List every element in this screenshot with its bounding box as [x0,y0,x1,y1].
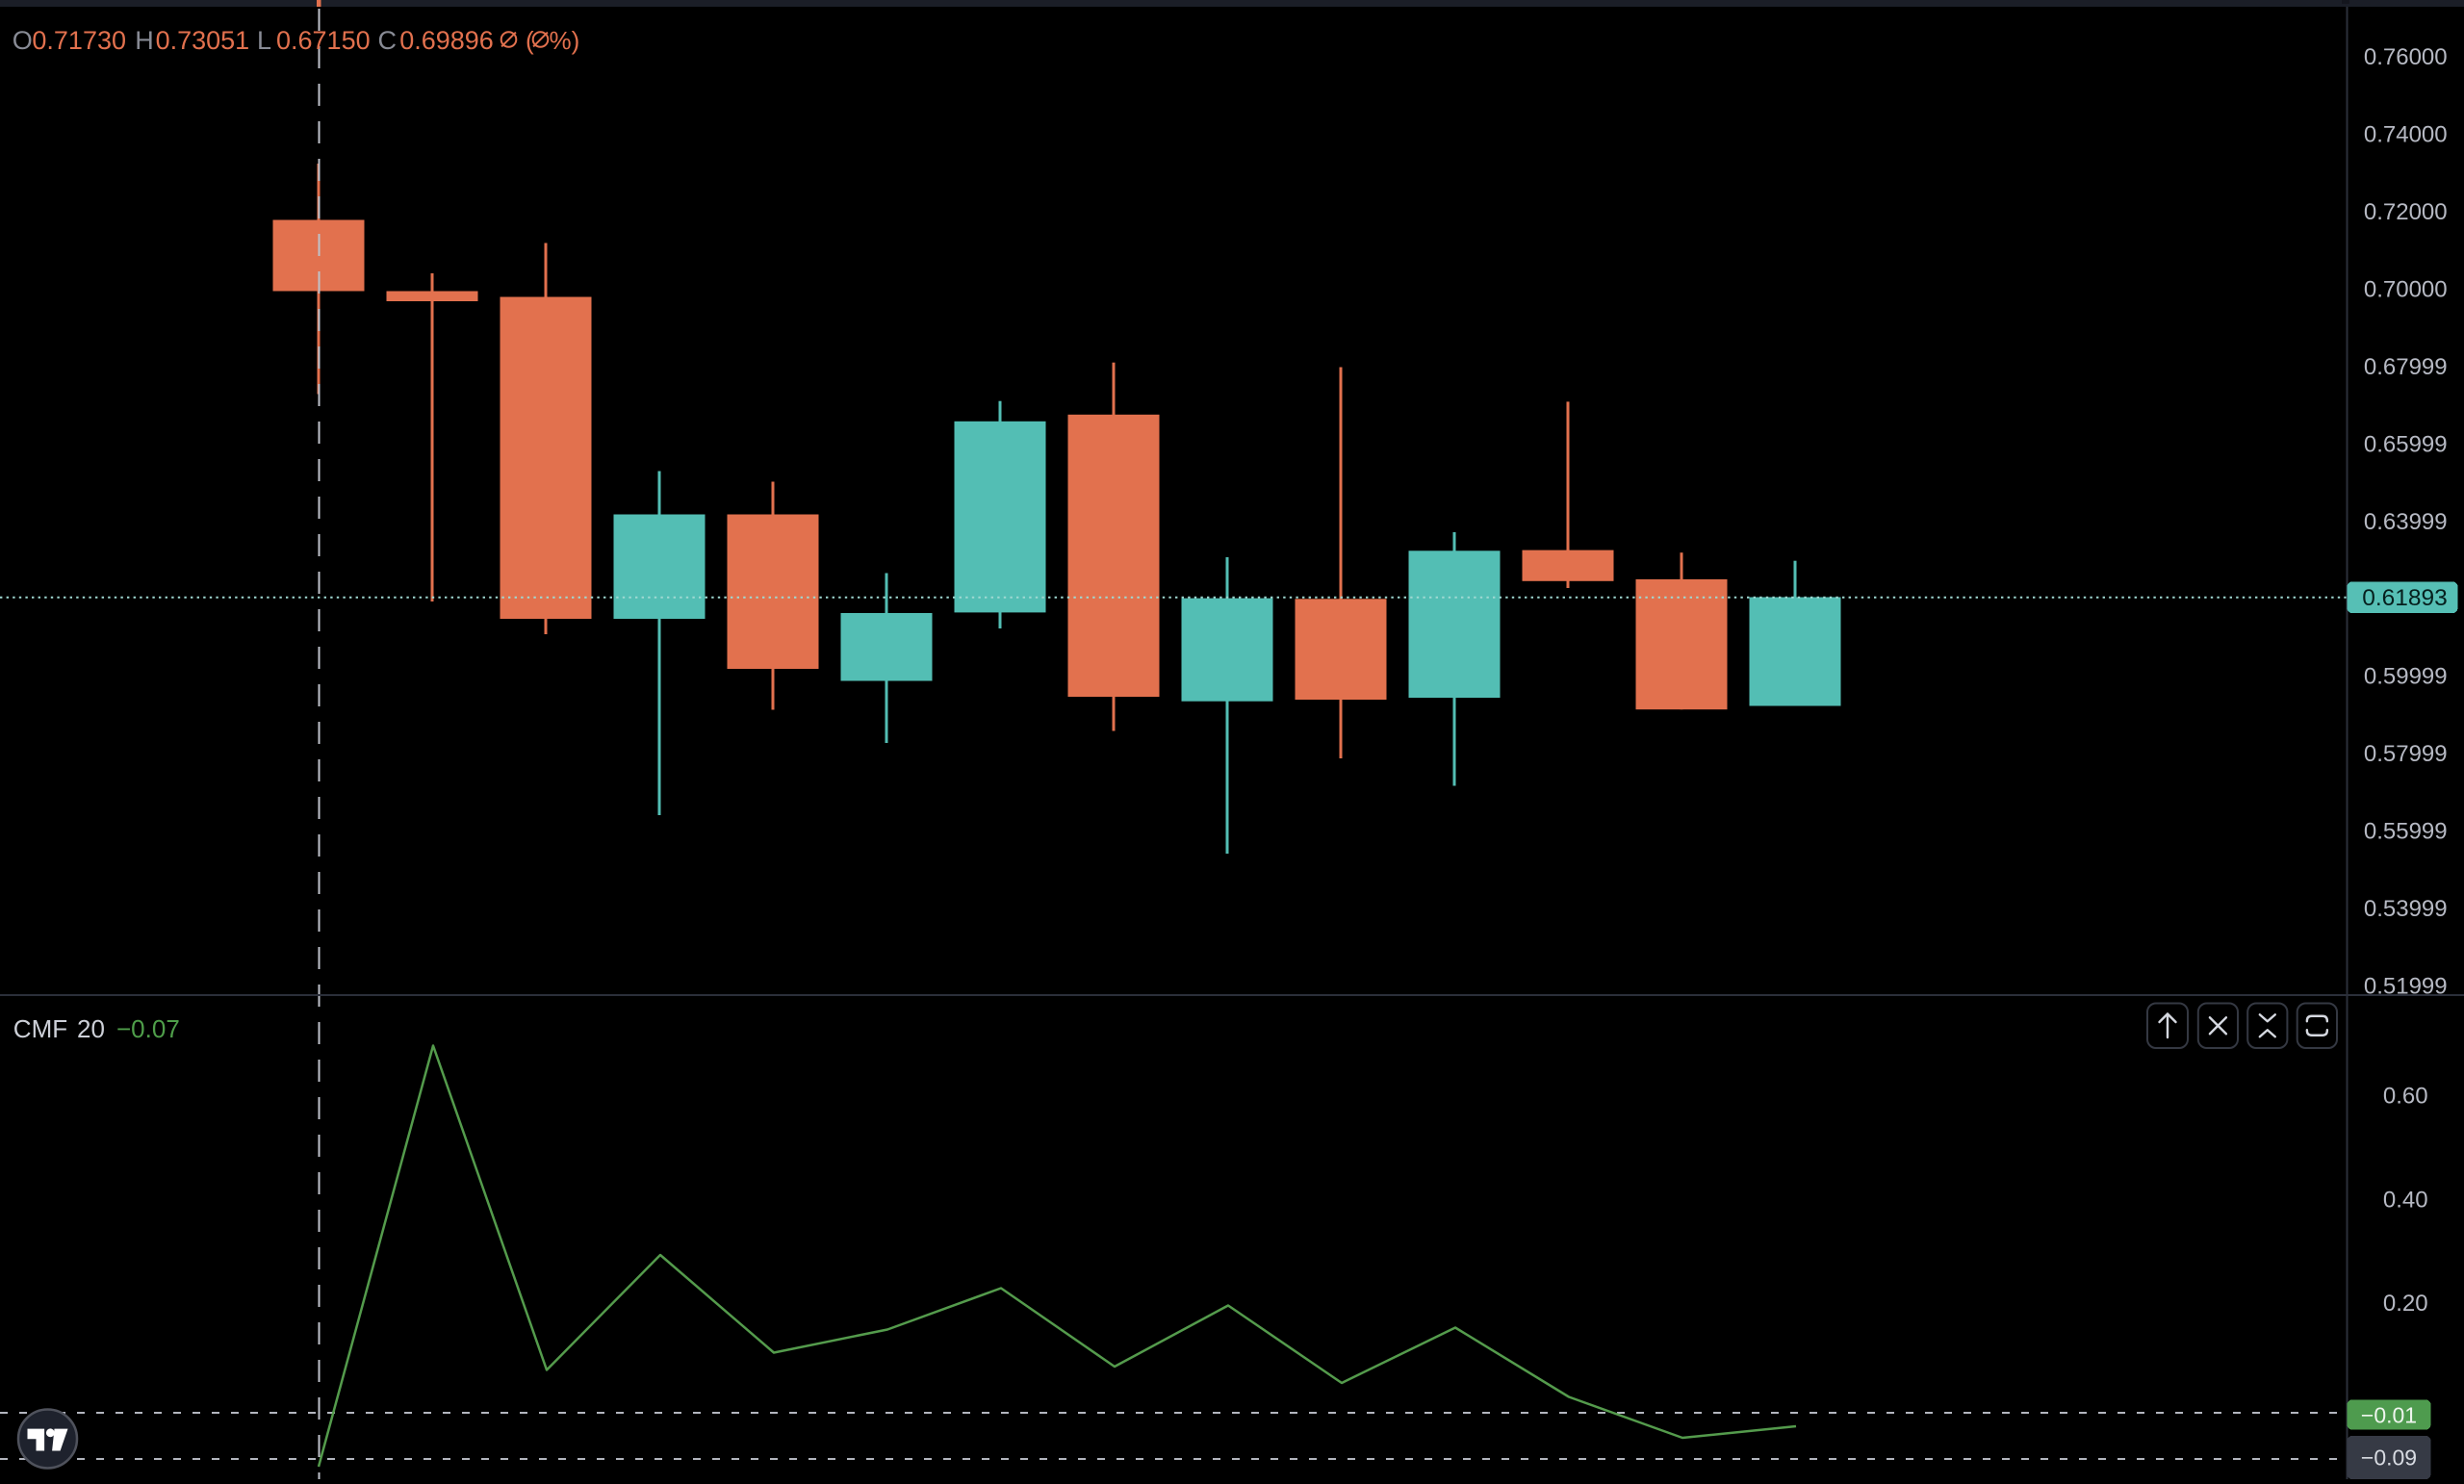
svg-text:0.57999: 0.57999 [2364,741,2448,767]
svg-text:0.53999: 0.53999 [2364,896,2448,922]
svg-text:C: C [378,26,398,55]
svg-text:0.71730: 0.71730 [32,26,126,55]
svg-text:0.61893: 0.61893 [2362,585,2448,611]
svg-text:%): %) [550,26,580,55]
svg-text:0.59999: 0.59999 [2364,664,2448,690]
svg-text:0.73051: 0.73051 [156,26,250,55]
svg-text:−0.01: −0.01 [2361,1402,2417,1427]
svg-text:O: O [13,26,33,55]
svg-text:0.55999: 0.55999 [2364,819,2448,845]
svg-text:0.60: 0.60 [2383,1084,2428,1110]
svg-text:0.72000: 0.72000 [2364,199,2448,225]
svg-text:0.67999: 0.67999 [2364,354,2448,380]
svg-text:0.69896: 0.69896 [399,26,494,55]
svg-text:H: H [135,26,154,55]
svg-text:CMF: CMF [13,1014,67,1043]
svg-text:(: ( [526,26,534,55]
svg-text:0.20: 0.20 [2383,1291,2428,1317]
svg-text:−0.09: −0.09 [2361,1445,2417,1470]
svg-text:20: 20 [77,1014,105,1043]
svg-text:0.67150: 0.67150 [276,26,371,55]
svg-text:−0.07: −0.07 [116,1014,180,1043]
svg-text:0.76000: 0.76000 [2364,44,2448,70]
svg-text:0.63999: 0.63999 [2364,509,2448,535]
svg-text:0.65999: 0.65999 [2364,432,2448,458]
svg-text:0.51999: 0.51999 [2364,974,2448,1000]
svg-text:0.40: 0.40 [2383,1188,2428,1214]
svg-text:0.70000: 0.70000 [2364,277,2448,303]
svg-text:0.74000: 0.74000 [2364,122,2448,148]
svg-text:L: L [257,26,271,55]
